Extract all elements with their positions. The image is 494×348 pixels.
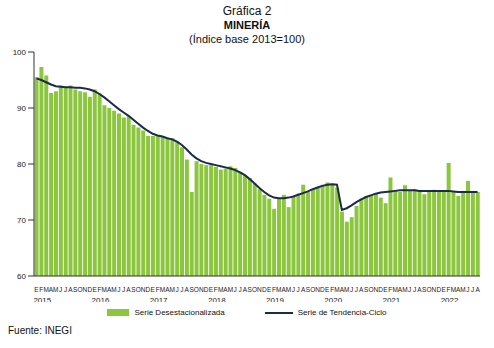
- svg-text:90: 90: [17, 104, 26, 113]
- svg-text:J: J: [175, 286, 178, 293]
- svg-text:60: 60: [17, 272, 26, 281]
- svg-text:2016: 2016: [92, 296, 110, 302]
- svg-text:J: J: [413, 286, 416, 293]
- svg-text:70: 70: [17, 216, 26, 225]
- svg-text:2020: 2020: [324, 296, 342, 302]
- svg-text:A: A: [475, 286, 480, 293]
- html-text:F M A: F M A: [330, 286, 344, 293]
- svg-text:M: M: [286, 286, 291, 293]
- html-text:Serie Desestacionalizada: Serie Desestacionalizada: [134, 308, 225, 317]
- html-text:A S O N D E: A S O N D E: [126, 286, 155, 293]
- svg-text:M: M: [111, 286, 116, 293]
- html-text:A S O N D E: A S O N D E: [300, 286, 330, 293]
- html-text:Fuente: INEGI: Fuente: INEGI: [8, 325, 72, 336]
- svg-text:E: E: [34, 286, 39, 293]
- html-text:F M A: F M A: [388, 286, 403, 293]
- html-text:Gráfica 2: Gráfica 2: [222, 4, 272, 18]
- html-text:F M A: F M A: [97, 286, 112, 293]
- html-text:F M A: F M A: [213, 286, 228, 293]
- html-text:F M A: F M A: [446, 286, 461, 293]
- svg-text:J: J: [122, 286, 125, 293]
- svg-text:J: J: [292, 286, 295, 293]
- svg-text:M: M: [228, 286, 233, 293]
- html-text:(Índice base 2013=100): (Índice base 2013=100): [189, 33, 305, 45]
- svg-text:M: M: [53, 286, 58, 293]
- svg-text:J: J: [180, 286, 183, 293]
- svg-text:2017: 2017: [150, 296, 168, 302]
- svg-text:2018: 2018: [208, 296, 226, 302]
- html-text:F M A: F M A: [39, 286, 54, 293]
- svg-text:J: J: [466, 286, 469, 293]
- svg-text:M: M: [402, 286, 407, 293]
- svg-text:2015: 2015: [33, 296, 51, 302]
- html-text:A S O N D E: A S O N D E: [68, 286, 97, 293]
- svg-text:J: J: [238, 286, 241, 293]
- html-text:F M A: F M A: [272, 286, 286, 293]
- html-text:A S O N D E: A S O N D E: [242, 286, 272, 293]
- svg-text:2022: 2022: [441, 296, 459, 302]
- svg-text:J: J: [297, 286, 300, 293]
- svg-text:M: M: [344, 286, 349, 293]
- svg-text:M: M: [169, 286, 174, 293]
- html-text:A S O N D E: A S O N D E: [359, 286, 388, 293]
- html-text:A S O N D E: A S O N D E: [417, 286, 446, 293]
- svg-text:J: J: [59, 286, 62, 293]
- html-text:A S O N D E: A S O N D E: [184, 286, 214, 293]
- svg-text:M: M: [460, 286, 465, 293]
- svg-text:J: J: [350, 286, 353, 293]
- html-text:F M A: F M A: [155, 286, 170, 293]
- svg-text:J: J: [355, 286, 358, 293]
- svg-text:J: J: [408, 286, 411, 293]
- svg-text:2019: 2019: [266, 296, 284, 302]
- svg-text:J: J: [234, 286, 237, 293]
- html-text:Serie de Tendencia-Ciclo: Serie de Tendencia-Ciclo: [297, 308, 387, 317]
- svg-text:J: J: [471, 286, 474, 293]
- html-text:MINERÍA: MINERÍA: [223, 19, 271, 31]
- svg-text:2021: 2021: [382, 296, 400, 302]
- svg-text:J: J: [117, 286, 120, 293]
- svg-text:100: 100: [13, 48, 27, 57]
- svg-text:80: 80: [17, 160, 26, 169]
- svg-text:J: J: [64, 286, 67, 293]
